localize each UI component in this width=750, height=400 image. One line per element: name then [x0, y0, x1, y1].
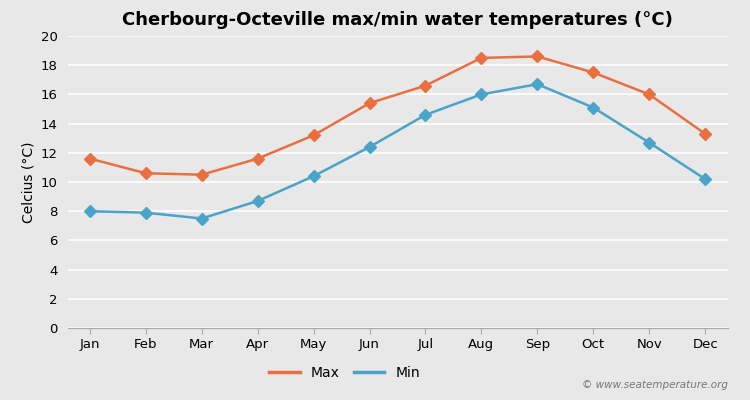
Max: [532, 54, 542, 59]
Min: [589, 105, 598, 110]
Min: [254, 198, 262, 203]
Y-axis label: Celcius (°C): Celcius (°C): [21, 141, 35, 223]
Max: [141, 171, 150, 176]
Max: [700, 132, 709, 136]
Min: [365, 144, 374, 149]
Max: [86, 156, 94, 161]
Min: [86, 209, 94, 214]
Min: [700, 177, 709, 182]
Min: [197, 216, 206, 221]
Min: [645, 140, 654, 145]
Max: [589, 70, 598, 75]
Max: [477, 56, 486, 60]
Max: [309, 133, 318, 138]
Min: [309, 174, 318, 178]
Line: Max: Max: [86, 52, 710, 179]
Max: [365, 101, 374, 106]
Title: Cherbourg-Octeville max/min water temperatures (°C): Cherbourg-Octeville max/min water temper…: [122, 11, 673, 29]
Min: [141, 210, 150, 215]
Line: Min: Min: [86, 80, 710, 223]
Min: [477, 92, 486, 97]
Text: © www.seatemperature.org: © www.seatemperature.org: [581, 380, 728, 390]
Max: [197, 172, 206, 177]
Min: [532, 82, 542, 86]
Max: [254, 156, 262, 161]
Legend: Max, Min: Max, Min: [264, 360, 425, 385]
Max: [421, 83, 430, 88]
Max: [645, 92, 654, 97]
Min: [421, 112, 430, 117]
